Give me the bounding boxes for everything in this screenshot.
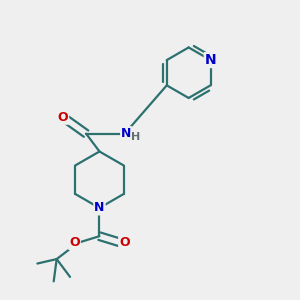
Text: N: N — [94, 202, 105, 214]
Text: N: N — [205, 53, 216, 67]
Text: O: O — [69, 236, 80, 249]
Text: H: H — [131, 132, 141, 142]
Text: O: O — [58, 111, 68, 124]
Text: N: N — [121, 127, 131, 140]
Text: O: O — [119, 236, 130, 249]
